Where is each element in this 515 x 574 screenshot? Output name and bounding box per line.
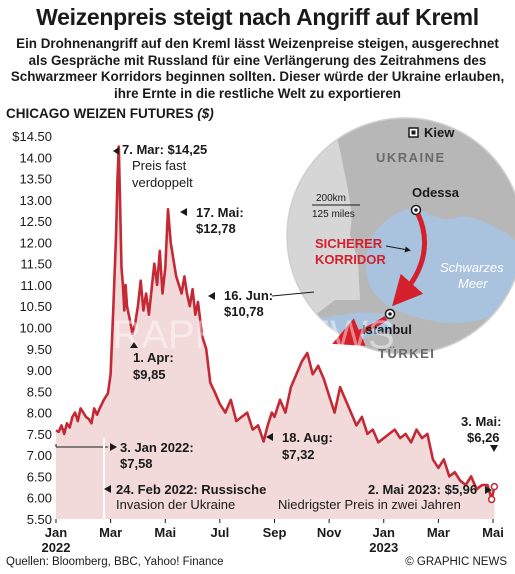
annotation-may2-line2: Niedrigster Preis in zwei Jahren — [278, 497, 461, 512]
y-tick-label: 6.00 — [27, 491, 52, 506]
price-area-layer — [56, 146, 495, 519]
annotation-feb24-line1: 24. Feb 2022: Russische — [116, 482, 266, 497]
chart-annotations: 7. Mar: $14,25 Preis fast verdoppelt 17.… — [55, 142, 501, 519]
watermark-text: GRAPHIC NEWS — [81, 313, 394, 357]
map-label-sea-2: Meer — [458, 276, 488, 291]
intro-text: Ein Drohnenangriff auf den Kreml lässt W… — [10, 36, 505, 101]
map-label-istanbul: Istanbul — [362, 322, 412, 337]
annotation-may3-line1: 3. Mai: — [461, 414, 501, 429]
kiev-marker-dot — [411, 130, 416, 135]
y-tick-label: 13.50 — [19, 172, 52, 187]
map-label-ukraine: UKRAINE — [376, 150, 446, 165]
annotation-jun16-line1: 16. Jun: — [224, 288, 273, 303]
annotation-may17-line1: 17. Mai: — [196, 205, 244, 220]
y-tick-label: 8.50 — [27, 384, 52, 399]
watermark-logo: GN — [199, 243, 277, 301]
x-tick-label: Mar — [427, 525, 450, 540]
annotation-aug18-line1: 18. Aug: — [282, 430, 333, 445]
page-title: Weizenpreis steigt nach Angriff auf Krem… — [36, 4, 479, 30]
annotation-jan3-line2: $7,58 — [120, 456, 153, 471]
chart-heading: CHICAGO WEIZEN FUTURES ($) — [6, 106, 214, 121]
annotation-arrow-may2 — [485, 486, 492, 494]
corridor-label-line2: KORRIDOR — [315, 252, 386, 267]
annotation-may3-line2: $6,26 — [467, 430, 500, 445]
y-tick-label: 9.50 — [27, 342, 52, 357]
x-tick-year-label: 2023 — [369, 540, 398, 555]
y-tick-label: 5.50 — [27, 512, 52, 527]
x-tick-label: Jan — [45, 525, 67, 540]
y-axis: $14.50 14.00 13.50 13.00 12.50 12.00 11.50 11.0… — [12, 129, 52, 527]
annotation-jan3-line1: 3. Jan 2022: — [120, 440, 194, 455]
corridor-label-line1: SICHERER — [315, 236, 383, 251]
safe-corridor-route-exit — [332, 315, 388, 346]
y-tick-label: 7.00 — [27, 448, 52, 463]
y-tick-label: 8.00 — [27, 406, 52, 421]
y-tick-label: 10.00 — [19, 321, 52, 336]
x-tick-label: Mar — [99, 525, 122, 540]
annotation-feb24-line2: Invasion der Ukraine — [116, 497, 235, 512]
map-scale-km: 200km — [316, 193, 346, 204]
annotation-arrow-may17 — [180, 208, 187, 216]
annotation-arrow-jun16 — [208, 292, 215, 300]
map-label-odessa: Odessa — [412, 185, 460, 200]
corridor-pointer-arrow — [385, 245, 411, 253]
map-scale-miles: 125 miles — [312, 209, 355, 220]
annotation-may2-line1: 2. Mai 2023: $5,96 — [368, 482, 477, 497]
y-tick-label: 11.50 — [20, 257, 52, 272]
price-line-layer — [55, 145, 499, 504]
x-tick-label: Jul — [210, 525, 229, 540]
annotation-may17-line2: $12,78 — [196, 221, 236, 236]
price-point — [487, 495, 496, 504]
annotation-arrow-may3 — [490, 445, 498, 452]
annotation-mar7-line2: Preis fast — [132, 158, 187, 173]
annotation-arrow-apr1 — [130, 342, 138, 348]
annotation-arrow-feb24 — [104, 485, 111, 493]
credit: © GRAPHIC NEWS — [405, 556, 507, 568]
price-line — [55, 145, 496, 501]
y-tick-label: 10.50 — [19, 299, 52, 314]
annotation-mar7-line1: 7. Mar: $14,25 — [122, 142, 207, 157]
annotation-arrow-jan3 — [110, 443, 117, 451]
x-tick-label: Mai — [154, 525, 176, 540]
annotation-connector-jun16 — [271, 291, 315, 297]
odessa-marker-dot — [414, 208, 418, 212]
annotation-jun16-line2: $10,78 — [224, 304, 264, 319]
map-border — [286, 117, 515, 355]
y-tick-label: 9.00 — [27, 363, 52, 378]
x-tick-label: Sep — [263, 525, 287, 540]
annotation-arrow-mar7 — [113, 147, 119, 155]
y-tick-label: 14.00 — [19, 150, 52, 165]
y-tick-label: 6.50 — [27, 469, 52, 484]
y-tick-label: 13.00 — [19, 193, 52, 208]
watermark: GN GRAPHIC NEWS — [81, 226, 395, 357]
price-point — [490, 482, 499, 491]
annotation-apr1-line1: 1. Apr: — [133, 350, 174, 365]
y-tick-label: 7.50 — [27, 427, 52, 442]
map-label-kiev: Kiew — [424, 125, 455, 140]
annotation-arrow-aug18 — [266, 433, 273, 441]
x-tick-label: Nov — [317, 525, 342, 540]
safe-corridor-route — [392, 212, 427, 307]
x-tick-label: Mai — [482, 525, 504, 540]
sources: Quellen: Bloomberg, BBC, Yahoo! Finance — [6, 556, 224, 568]
y-tick-label: 12.00 — [19, 235, 52, 250]
x-tick-label: Jan — [373, 525, 395, 540]
map-label-turkey: TÜRKEI — [378, 346, 435, 361]
map-label-sea-1: Schwarzes — [440, 260, 504, 275]
y-tick-label: 12.50 — [19, 214, 52, 229]
istanbul-marker-dot — [388, 312, 392, 316]
x-tick-year-label: 2022 — [42, 540, 71, 555]
annotation-apr1-line2: $9,85 — [133, 367, 166, 382]
y-tick-label: 11.00 — [20, 278, 52, 293]
annotation-mar7-line3: verdoppelt — [132, 175, 193, 190]
chart-title: CHICAGO WEIZEN FUTURES — [6, 106, 194, 121]
price-area — [56, 146, 495, 519]
annotation-aug18-line2: $7,32 — [282, 447, 315, 462]
y-tick-label: $14.50 — [12, 129, 52, 144]
watermark-logo-circle — [194, 226, 282, 314]
chart-unit: ($) — [197, 106, 214, 121]
